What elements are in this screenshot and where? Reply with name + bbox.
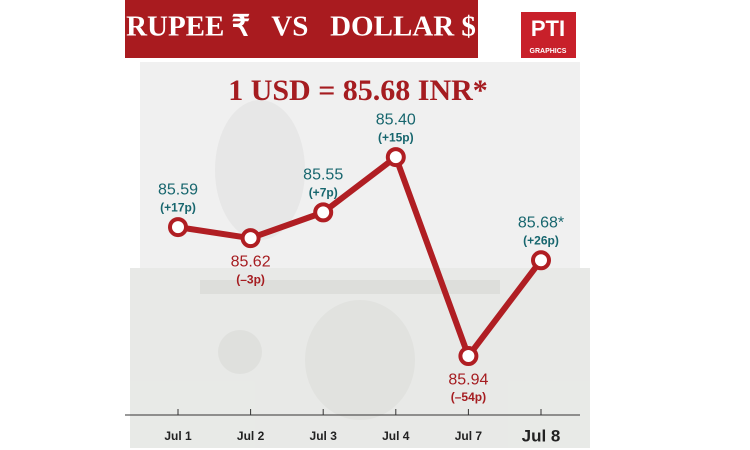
change-label: (+7p): [309, 186, 338, 200]
value-label: 85.55: [303, 167, 343, 184]
value-label: 85.59: [158, 181, 198, 198]
subtitle: 1 USD = 85.68 INR*: [228, 74, 488, 107]
marker: [313, 202, 334, 223]
x-tick-label: Jul 4: [382, 429, 410, 443]
line: [177, 154, 544, 360]
x-tick-label: Jul 2: [237, 429, 265, 443]
marker: [458, 346, 479, 367]
x-tick-label: Jul 8: [522, 426, 561, 445]
title-box: [125, 0, 478, 58]
logo-box: [521, 12, 576, 58]
marker: [531, 250, 551, 271]
marker: [168, 217, 188, 238]
value-label: 85.40: [376, 111, 416, 128]
marker: [385, 147, 406, 168]
chart-title: RUPEE ₹ VS DOLLAR $: [126, 11, 476, 43]
x-tick-label: Jul 3: [310, 429, 338, 443]
value-label: 85.68*: [518, 214, 564, 231]
x-tick-label: Jul 1: [164, 429, 192, 443]
value-label: 85.62: [231, 253, 271, 270]
change-label: (+17p): [160, 200, 196, 214]
logo-text: PTI: [531, 16, 565, 41]
change-label: (+26p): [523, 233, 559, 247]
change-label: (+15p): [378, 130, 414, 144]
value-label: 85.94: [448, 371, 488, 388]
marker: [240, 228, 261, 249]
banknote-background: [130, 62, 590, 448]
change-label: (–3p): [236, 272, 265, 286]
logo-subtext: GRAPHICS: [530, 48, 567, 55]
change-label: (–54p): [451, 390, 486, 404]
x-tick-label: Jul 7: [455, 429, 483, 443]
